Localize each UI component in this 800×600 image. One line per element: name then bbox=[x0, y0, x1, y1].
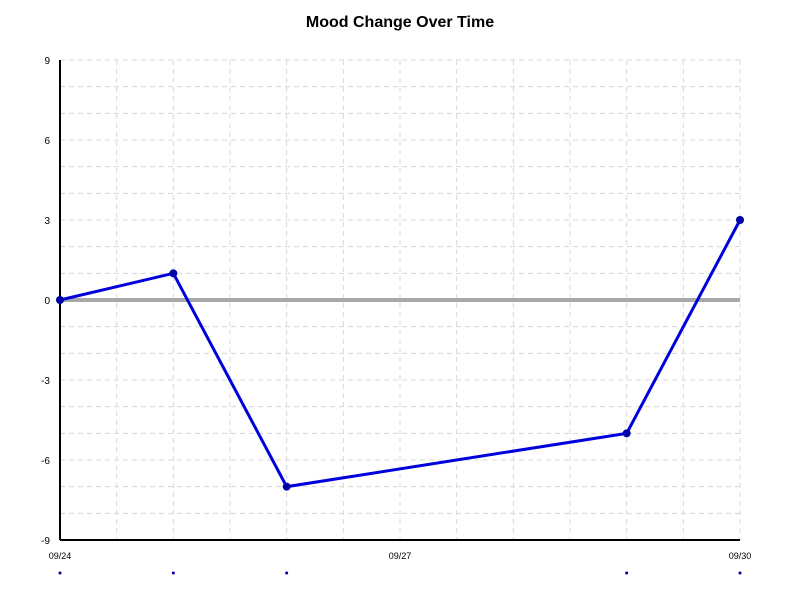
y-tick-label: -3 bbox=[41, 376, 50, 387]
data-point bbox=[736, 216, 744, 224]
x-rug-dot bbox=[738, 571, 742, 575]
x-rug bbox=[58, 571, 742, 575]
series bbox=[56, 216, 744, 491]
y-tick-label: -9 bbox=[41, 536, 50, 547]
x-rug-dot bbox=[285, 571, 289, 575]
data-point bbox=[622, 429, 631, 438]
x-tick-label: 09/24 bbox=[49, 551, 72, 561]
y-tick-label: 9 bbox=[44, 56, 50, 67]
y-tick-label: -6 bbox=[41, 456, 50, 467]
chart-title: Mood Change Over Time bbox=[305, 14, 495, 31]
x-axis-ticks: 09/24 09/27 09/30 bbox=[49, 551, 752, 561]
x-rug-dot bbox=[625, 571, 629, 575]
data-point bbox=[282, 482, 291, 491]
x-rug-dot bbox=[171, 571, 175, 575]
x-tick-label: 09/27 bbox=[389, 551, 412, 561]
y-tick-label: 0 bbox=[44, 296, 50, 307]
y-tick-label: 3 bbox=[44, 216, 50, 227]
y-tick-label: 6 bbox=[44, 136, 50, 147]
data-point bbox=[169, 269, 178, 278]
x-rug-dot bbox=[58, 571, 62, 575]
x-tick-label: 09/30 bbox=[729, 551, 752, 561]
y-axis-ticks: 9 6 3 0 -3 -6 -9 bbox=[41, 56, 50, 547]
data-point bbox=[56, 296, 64, 304]
